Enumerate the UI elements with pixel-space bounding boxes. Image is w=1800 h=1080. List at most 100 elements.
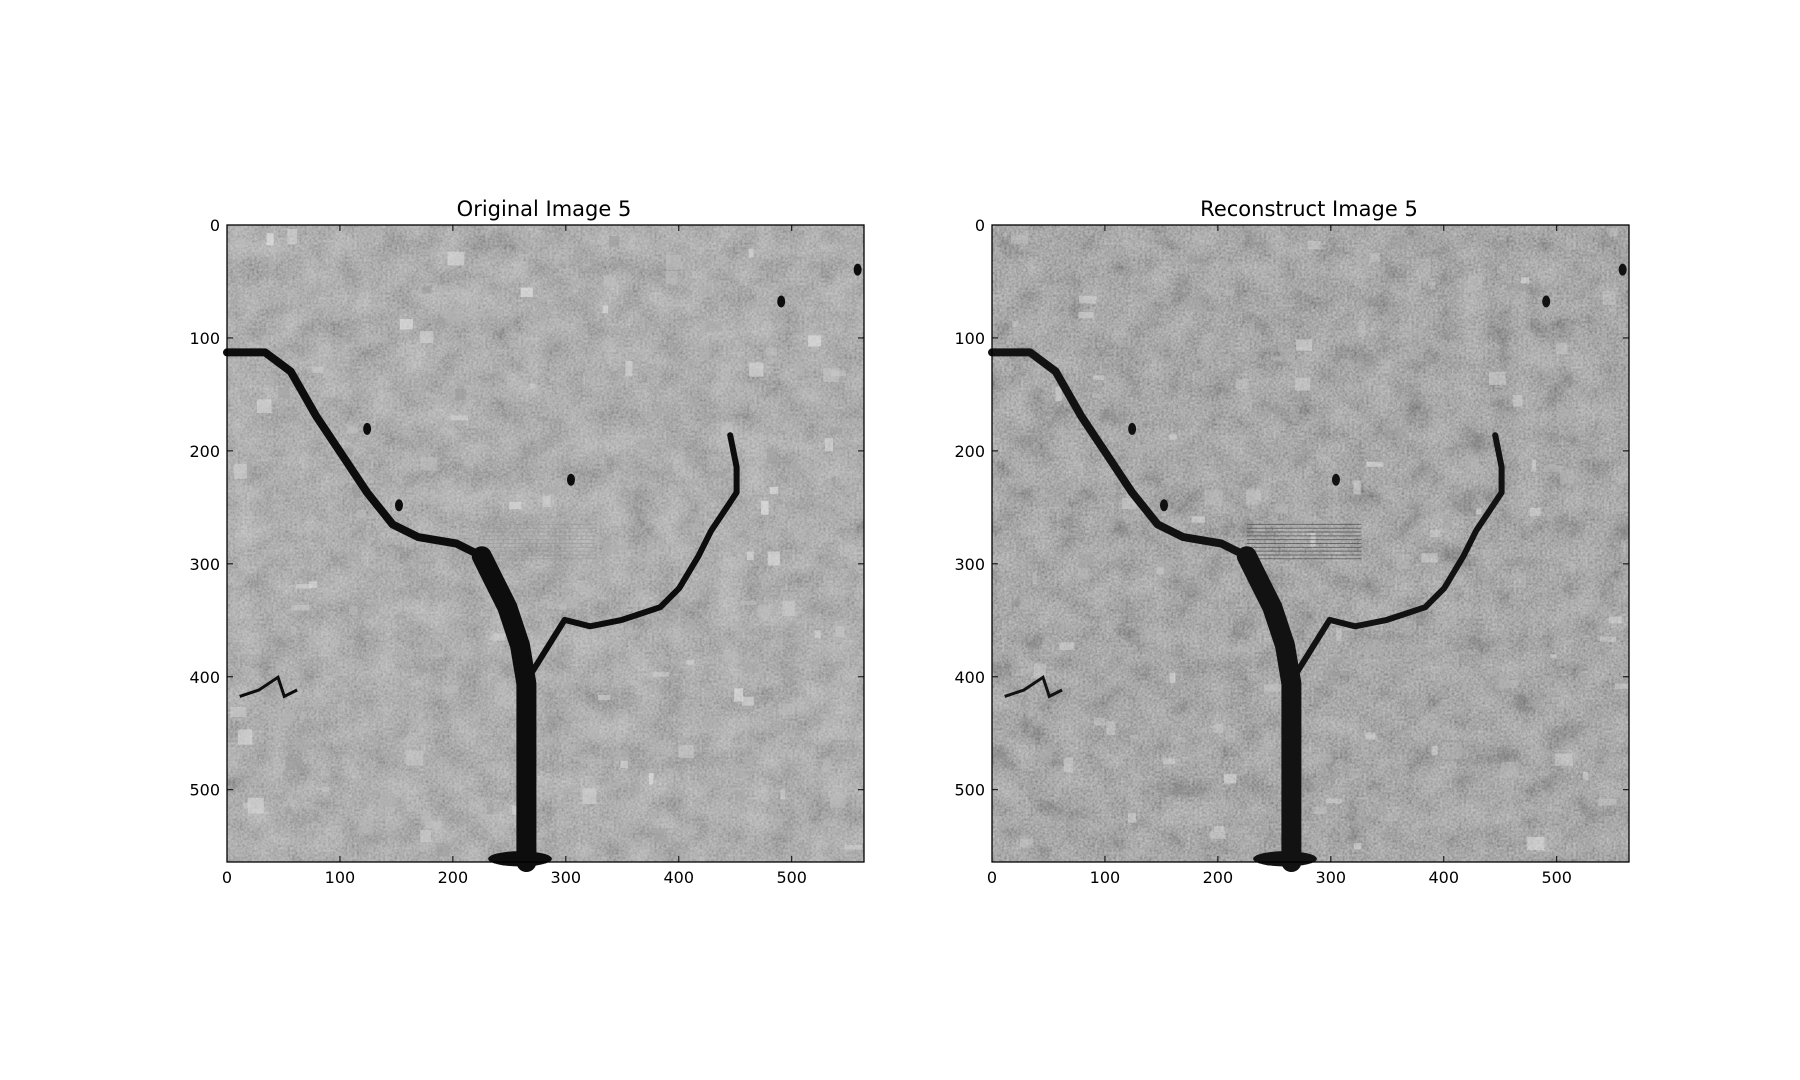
bright-patch <box>1109 247 1124 256</box>
bright-patch <box>1513 395 1523 407</box>
bright-patch <box>1354 814 1371 827</box>
bright-patch <box>1237 379 1249 390</box>
bright-patch <box>1531 459 1537 472</box>
bright-patch <box>825 438 833 452</box>
x-tick-label: 0 <box>222 868 232 887</box>
bright-patch <box>794 361 804 376</box>
bright-patch <box>1598 799 1617 806</box>
bright-patch <box>353 484 361 498</box>
bright-patch <box>1614 683 1630 689</box>
x-axis: 0 100 200 300 400 500 <box>222 225 807 887</box>
x-tick-label: 200 <box>1203 868 1234 887</box>
bright-patch <box>742 696 754 706</box>
bright-patch <box>1396 554 1410 570</box>
bright-patch <box>1357 355 1374 371</box>
bright-patch <box>666 254 681 270</box>
bright-patch <box>1376 658 1387 667</box>
bright-patch <box>1078 568 1090 580</box>
bright-patch <box>1274 504 1288 513</box>
bright-patch <box>420 331 434 344</box>
bright-patch <box>822 759 832 772</box>
bright-patch <box>308 581 318 588</box>
bright-patch <box>735 790 745 801</box>
bright-patch <box>437 317 449 326</box>
panel-original: Original Image 5 0 100 200 300 400 500 0 100 20… <box>189 197 865 887</box>
bright-patch <box>1431 745 1438 756</box>
bright-patch <box>1421 553 1438 563</box>
bright-patch <box>1489 371 1506 385</box>
bright-patch <box>1033 663 1046 679</box>
bright-patch <box>380 793 396 807</box>
bright-patch <box>1012 321 1019 328</box>
bright-patch <box>1358 321 1365 338</box>
bright-patch <box>462 541 480 551</box>
bright-patch <box>1209 831 1226 839</box>
bright-patch <box>771 805 777 812</box>
bright-patch <box>1496 410 1509 416</box>
bright-patch <box>1559 736 1564 751</box>
bright-patch <box>295 738 307 751</box>
bright-patch <box>1353 843 1362 850</box>
bright-patch <box>1559 622 1569 632</box>
lake <box>1004 674 1063 699</box>
bright-patch <box>1245 489 1261 505</box>
bright-patch <box>780 789 786 800</box>
bright-patch <box>1296 339 1313 351</box>
x-tick-label: 200 <box>438 868 469 887</box>
bright-patch <box>520 287 533 297</box>
bright-patch <box>1382 360 1393 374</box>
y-tick-label: 200 <box>954 442 985 461</box>
bright-patch <box>445 308 461 324</box>
bright-patch <box>243 802 251 809</box>
bright-patch <box>1063 757 1074 773</box>
bright-patch <box>546 737 554 745</box>
bright-patch <box>542 495 551 508</box>
bright-patch <box>1600 636 1617 642</box>
bright-patch <box>278 387 290 399</box>
y-tick-label: 300 <box>189 555 220 574</box>
bright-patch <box>767 551 780 566</box>
bright-patch <box>284 806 292 815</box>
bright-patch <box>1521 277 1529 284</box>
bright-patch <box>1500 762 1519 778</box>
bright-patch <box>1543 465 1562 473</box>
bright-patch <box>266 233 274 246</box>
dark-spot <box>394 499 403 512</box>
bright-patch <box>1541 649 1549 661</box>
bright-patch <box>1270 356 1282 361</box>
bright-patch <box>256 399 272 414</box>
bright-patch <box>1279 348 1295 362</box>
y-tick-label: 0 <box>210 216 220 235</box>
bright-patch <box>1569 564 1576 573</box>
bright-patch <box>1169 672 1176 683</box>
bright-patch <box>596 621 601 636</box>
bright-patch <box>1078 312 1094 319</box>
bright-patch <box>436 842 450 857</box>
dark-spot <box>853 263 862 276</box>
bright-patch <box>300 711 305 720</box>
bright-patch <box>424 821 442 829</box>
bright-patch <box>1336 628 1342 641</box>
bright-patch <box>1093 717 1106 726</box>
bright-patch <box>615 545 629 551</box>
dark-spot <box>363 422 372 435</box>
bright-patch <box>1059 642 1075 650</box>
bright-patch <box>1326 798 1342 804</box>
bright-patch <box>1108 518 1116 528</box>
bright-patch <box>769 487 779 495</box>
bright-patch <box>1556 342 1568 355</box>
bright-patch <box>1187 254 1203 264</box>
bright-patch <box>787 463 801 472</box>
bright-patch <box>743 662 759 673</box>
bright-patch <box>747 551 754 561</box>
bright-patch <box>447 251 465 266</box>
bright-patch <box>749 362 764 377</box>
bright-patch <box>1331 657 1345 665</box>
bright-patch <box>237 238 247 248</box>
x-tick-label: 0 <box>987 868 997 887</box>
bright-patch <box>394 614 406 619</box>
bright-patch <box>279 711 293 726</box>
x-tick-label: 400 <box>1428 868 1459 887</box>
bright-patch <box>1573 431 1584 436</box>
